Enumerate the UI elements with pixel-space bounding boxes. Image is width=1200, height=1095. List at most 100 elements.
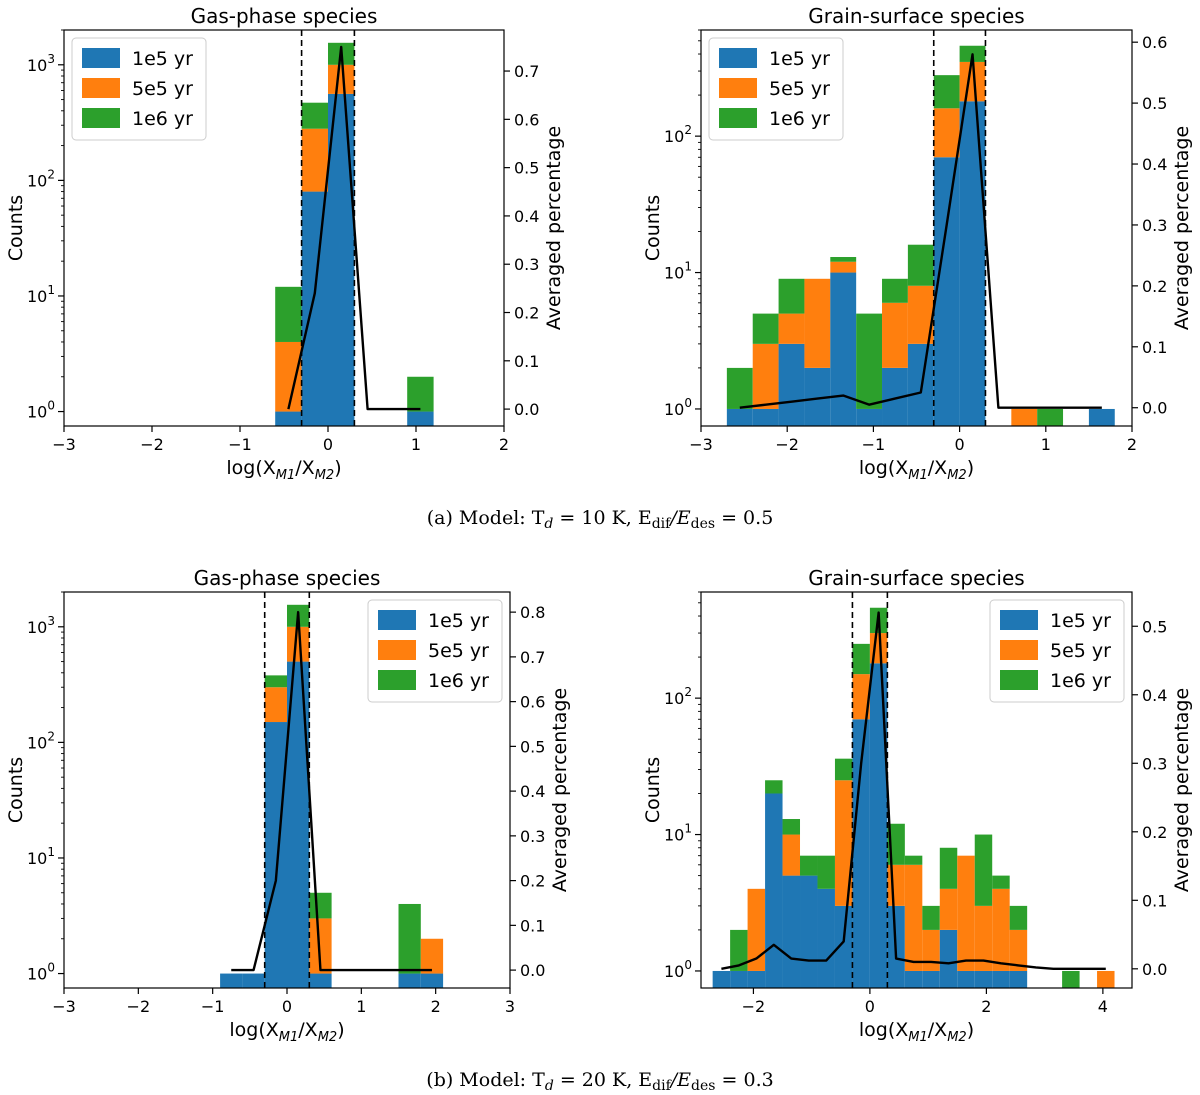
bar-1-bin-1 [242,973,265,988]
bar-1-bin-2 [778,343,805,426]
x-tick-label: 4 [1098,997,1108,1016]
y2-tick-label: 0.5 [514,159,539,178]
bar-1-bin-5 [800,875,818,988]
y-tick-label: 101 [27,845,55,868]
bar-3-bin-2 [264,675,287,688]
bar-1-bin-12 [1088,408,1115,426]
panel-b-gas-phase: −3 −2 −1 0 1 2 3 100 101 102 103 0.0 0.1 0.2 0.3 0.4 0.5… [5,566,571,1045]
bar-1-bin-1 [730,970,748,988]
x-tick-label: 1 [1041,435,1051,454]
y-tick-label: 101 [664,822,692,845]
y2-tick-label: 0.0 [520,961,545,980]
x-tick-label: 1 [411,435,421,454]
bar-2-bin-4 [830,261,857,273]
bar-1-bin-13 [939,929,958,988]
y2-tick-label: 0.1 [514,352,539,371]
x-tick-label: 2 [431,997,441,1016]
bar-1-bin-8 [852,719,870,988]
legend-label-1: 1e5 yr [1050,610,1111,632]
bar-3-bin-6 [817,855,835,889]
bar-2-bin-17 [1009,929,1028,971]
bar-1-bin-5 [398,973,421,988]
legend-swatch-2 [378,640,416,660]
caption-b: (b) Model: Td = 20 K, Edif/Edes = 0.3 [426,1069,773,1094]
bar-1-bin-17 [1009,970,1028,988]
bar-2-bin-2 [778,313,805,344]
bar-3-bin-1 [752,313,779,344]
plot-frame [700,29,1133,427]
bar-3-bin-4 [830,257,857,262]
legend-swatch-1 [82,48,120,68]
bar-1-bin-2 [328,93,355,427]
bar-3-bin-6 [882,278,908,303]
bar-3-bin-12 [922,905,940,930]
chart-title: Grain-surface species [808,566,1024,590]
y-tick-label: 103 [27,614,55,637]
bar-1-bin-6 [420,973,444,988]
bar-2-bin-1 [301,128,328,192]
x-tick-label: 1 [356,997,366,1016]
bar-1-bin-4 [782,875,801,988]
y-axis-label: Counts [642,757,664,823]
bar-1-bin-8 [933,157,960,426]
y2-tick-label: 0.5 [1142,617,1167,636]
bar-1-bin-16 [992,970,1010,988]
bar-1-bin-3 [407,411,434,426]
y2-tick-label: 0.3 [1142,216,1167,235]
bar-3-bin-11 [904,855,923,865]
y2-tick-label: 0.4 [520,782,545,801]
y2-tick-label: 0.3 [1142,754,1167,773]
bar-1-bin-15 [974,970,993,988]
y2-tick-label: 0.8 [520,603,545,622]
y2-tick-label: 0.6 [514,110,539,129]
y2-tick-label: 0.3 [520,827,545,846]
legend-label-1: 1e5 yr [132,48,193,70]
x-tick-label: −1 [201,997,225,1016]
x-axis-label: log(XM1/XM2) [859,457,974,483]
bar-1-bin-4 [309,973,332,988]
legend-swatch-2 [719,78,757,98]
bar-1-bin-7 [834,905,853,988]
bar-2-bin-12 [922,929,940,971]
legend-swatch-3 [719,108,757,128]
x-tick-label: −3 [52,435,76,454]
bar-2-bin-0 [275,341,302,412]
x-tick-label: 0 [865,997,875,1016]
bar-1-bin-1 [752,408,779,426]
bar-1-bin-12 [922,970,940,988]
bar-2-bin-3 [287,626,310,662]
x-tick-label: 0 [955,435,965,454]
x-tick-label: −2 [140,435,164,454]
legend-swatch-1 [1000,610,1038,630]
legend-label-1: 1e5 yr [428,610,489,632]
x-tick-label: −3 [689,435,713,454]
x-tick-label: 2 [499,435,509,454]
averaged-percentage-line [721,611,1106,971]
bar-2-bin-19 [1097,970,1115,988]
legend-label-1: 1e5 yr [769,48,830,70]
plot-frame [700,591,1133,989]
y2-tick-label: 0.2 [514,304,539,323]
legend-label-3: 1e6 yr [769,108,830,130]
legend-swatch-3 [1000,670,1038,690]
y2-tick-label: 0.5 [520,737,545,756]
bar-2-bin-4 [309,918,332,974]
bar-2-bin-3 [804,278,831,368]
bar-1-bin-3 [287,661,310,988]
y-tick-label: 102 [664,685,692,708]
y2-tick-label: 0.2 [1142,277,1167,296]
bar-1-bin-2 [264,722,287,988]
panel-b-grain-surface: −2 0 2 4 100 101 102 0.0 0.1 0.2 0.3 0.4 0.5 Grain-su… [642,566,1193,1045]
y-tick-label: 102 [27,167,55,190]
bar-1-bin-4 [830,272,857,426]
y2-tick-label: 0.4 [1142,686,1167,705]
bar-2-bin-14 [957,855,975,971]
legend-swatch-3 [378,670,416,690]
y-tick-label: 103 [27,52,55,75]
y2-tick-label: 0.4 [1142,155,1167,174]
bar-3-bin-4 [782,819,801,835]
bar-2-bin-11 [904,864,923,971]
bar-1-bin-1 [301,191,328,426]
y2-tick-label: 0.2 [1142,823,1167,842]
y2-tick-label: 0.0 [514,400,539,419]
